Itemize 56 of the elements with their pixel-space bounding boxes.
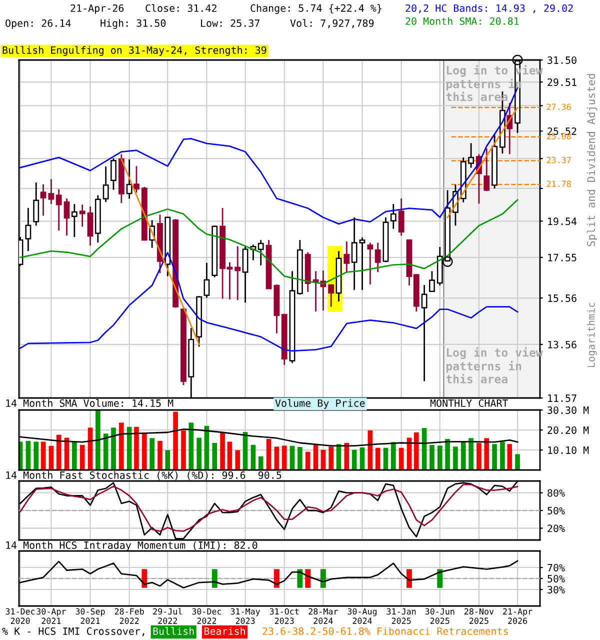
text: 21-Apr-26 bbox=[70, 4, 124, 14]
text: Change: 5.74 {+22.4 %} bbox=[250, 4, 382, 14]
text: Vol: 7,927,789 bbox=[290, 19, 374, 28]
y-tick-label: 19.54 bbox=[548, 218, 577, 226]
x-tick-label: 31-Dec 2020 bbox=[6, 608, 35, 624]
y-tick-label: 11.57 bbox=[548, 394, 576, 402]
y-tick-label: 31.50 bbox=[548, 56, 576, 64]
text: 23.6-38.2-50-61.8% Fibonacci Retracements bbox=[262, 627, 508, 635]
legend-title: % K - HCS IMI Crossover, bbox=[2, 627, 144, 636]
x-tick-label: 28-Nov 2025 bbox=[464, 608, 494, 624]
y-tick-label: 25.52 bbox=[548, 127, 576, 136]
y-tick-label: 13.56 bbox=[548, 340, 576, 348]
y-tick-label: 20.20 M bbox=[548, 426, 589, 434]
y-tick-label: 20% bbox=[548, 524, 565, 532]
y-tick-label: 70% bbox=[548, 564, 565, 572]
y-tick-label: 10.10 M bbox=[548, 446, 589, 454]
x-tick-label: 30-Sep 2021 bbox=[76, 608, 105, 624]
text: High: 31.50 bbox=[100, 19, 166, 29]
text: Bearish bbox=[204, 627, 245, 635]
y-tick-label: 29.51 bbox=[548, 78, 576, 86]
x-tick-label: 31-Oct 2023 bbox=[270, 608, 299, 624]
y-tick-label: 80% bbox=[548, 489, 565, 497]
text: Bullish bbox=[153, 627, 194, 635]
x-tick-label: 31-May 2023 bbox=[230, 608, 260, 624]
y-tick-label: 15.56 bbox=[548, 294, 576, 302]
text: Low: 25.37 bbox=[201, 19, 260, 27]
text: 20 Month SMA: 20.81 bbox=[406, 17, 519, 25]
ref-line-label: 23.37 bbox=[546, 156, 571, 164]
text: Logarithmic bbox=[587, 302, 597, 368]
ref-line-label: 25.08 bbox=[546, 133, 571, 140]
x-tick-label: 29-Jul 2022 bbox=[153, 608, 182, 624]
x-tick-label: 28-Feb 2022 bbox=[114, 608, 144, 624]
x-tick-label: 30-Dec 2022 bbox=[192, 608, 222, 624]
x-tick-label: 30-Aug 2024 bbox=[348, 608, 377, 624]
text: MONTHLY CHART bbox=[430, 399, 508, 407]
x-tick-label: 21-Apr 2026 bbox=[503, 608, 532, 624]
text: Close: 31.42 bbox=[146, 4, 216, 12]
ref-line-label: 21.78 bbox=[546, 180, 571, 187]
text: 20,2 HC Bands: 14.93 , 29.02 bbox=[406, 4, 573, 14]
y-tick-label: 50% bbox=[548, 574, 565, 582]
text: Open: 26.14 bbox=[6, 19, 71, 29]
text: Volume By Price bbox=[275, 399, 365, 409]
x-tick-label: 28-Mar 2024 bbox=[308, 608, 338, 624]
y-axis-title: Split and Dividend Adjusted bbox=[586, 74, 598, 246]
chart-title: 14 Month Fast Stochastic (%K) (%D): 99.6 90.5 bbox=[6, 471, 282, 480]
chart-title: 14 Month HCS Intraday Momentum (IMI): 82.0 bbox=[6, 541, 258, 551]
chart-title: 14 Month SMA Volume: 14.15 M bbox=[6, 399, 174, 407]
y-tick-label: 30% bbox=[548, 586, 565, 594]
text: Bullish Engulfing on 31-May-24, Strength: 39 bbox=[2, 46, 266, 56]
ref-line-label: 27.36 bbox=[546, 104, 571, 110]
x-tick-label: 30-Apr 2021 bbox=[36, 608, 66, 624]
y-tick-label: 50% bbox=[548, 506, 565, 514]
x-tick-label: 31-Jan 2025 bbox=[386, 608, 416, 624]
y-tick-label: 17.55 bbox=[548, 254, 576, 262]
y-tick-label: 30.30 M bbox=[548, 406, 589, 414]
x-tick-label: 30-Jun 2025 bbox=[425, 608, 454, 624]
